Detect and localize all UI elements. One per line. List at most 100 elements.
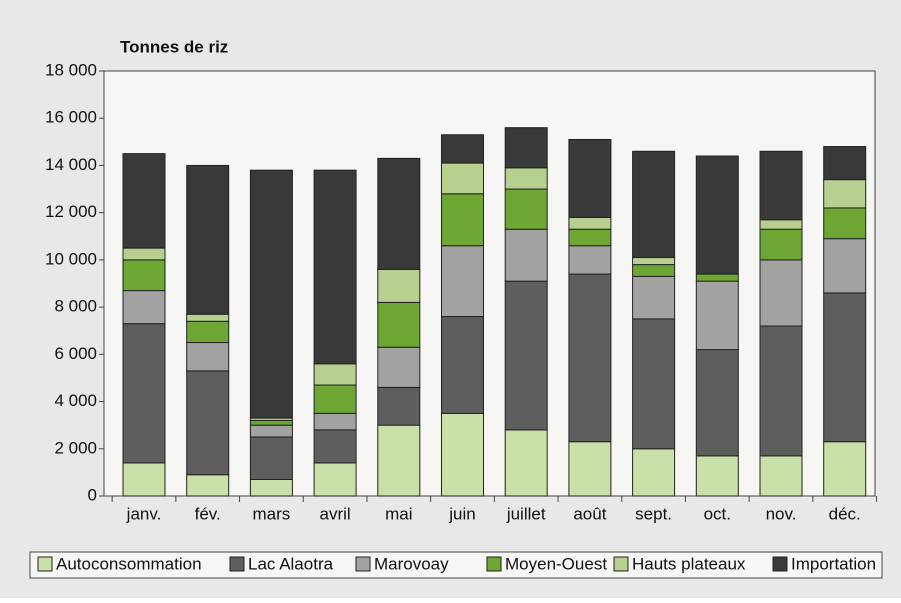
bar-segment (249, 169, 293, 419)
bar-segment (759, 455, 803, 497)
chart-title: Tonnes de riz (120, 37, 228, 56)
bar-segment (249, 478, 293, 497)
legend-label: Autoconsommation (56, 554, 202, 573)
x-tick-label: janv. (126, 504, 162, 523)
bar-segment (568, 228, 612, 247)
x-tick-label: nov. (766, 504, 797, 523)
bar-segment (377, 386, 421, 426)
bar-segment (632, 264, 676, 277)
legend-swatch (229, 556, 245, 572)
y-tick-label: 18 000 (45, 60, 97, 79)
bar-segment (632, 448, 676, 497)
legend-label: Importation (791, 554, 876, 573)
bar-segment (249, 424, 293, 438)
bar-segment (568, 245, 612, 275)
bar-segment (568, 216, 612, 230)
bar-segment (823, 179, 867, 209)
plot-area (103, 70, 876, 497)
x-tick-label: avril (320, 504, 351, 523)
bar-segment (759, 150, 803, 221)
bar-segment (313, 429, 357, 464)
legend-swatch (772, 556, 788, 572)
legend (29, 551, 883, 579)
bar-segment (186, 474, 230, 497)
bar-segment (186, 320, 230, 344)
bar-segment (377, 424, 421, 497)
bar-segment (759, 228, 803, 261)
bar-segment (823, 207, 867, 240)
x-tick-label: août (573, 504, 606, 523)
x-tick-label: juillet (506, 504, 546, 523)
bar-segment (122, 290, 166, 325)
bar-segment (695, 280, 739, 351)
bar-segment (695, 455, 739, 497)
bar-segment (504, 228, 548, 282)
bar-segment (504, 188, 548, 230)
bar-segment (441, 316, 484, 414)
y-tick-label: 2 000 (54, 438, 97, 457)
bar-segment (823, 441, 867, 497)
bar-segment (377, 268, 421, 303)
bar-segment (441, 134, 484, 164)
bar-segment (122, 462, 166, 497)
bar-segment (186, 313, 230, 322)
bar-segment (249, 419, 293, 426)
bar-segment (759, 259, 803, 327)
bar-segment (568, 138, 612, 218)
bar-segment (313, 169, 357, 365)
bar-segment (632, 275, 676, 320)
bar-segment (313, 363, 357, 386)
y-tick-label: 0 (88, 485, 97, 504)
x-tick-label: fév. (195, 504, 221, 523)
bar-segment (186, 164, 230, 315)
legend-label: Hauts plateaux (632, 554, 746, 573)
bar-segment (122, 259, 166, 292)
y-tick-label: 4 000 (54, 391, 97, 410)
legend-swatch (613, 556, 629, 572)
bar-segment (695, 273, 739, 282)
x-tick-label: déc. (829, 504, 861, 523)
bar-segment (568, 441, 612, 497)
bar-segment (186, 342, 230, 372)
x-tick-label: mai (385, 504, 412, 523)
bar-segment (377, 346, 421, 388)
bar-segment (632, 150, 676, 259)
bar-segment (122, 247, 166, 261)
legend-swatch (486, 556, 502, 572)
legend-swatch (355, 556, 371, 572)
bar-segment (122, 323, 166, 464)
legend-label: Moyen-Ouest (505, 554, 607, 573)
x-tick-label: sept. (635, 504, 672, 523)
y-tick-label: 14 000 (45, 155, 97, 174)
legend-swatch (37, 556, 53, 572)
bar-segment (313, 412, 357, 431)
y-tick-label: 6 000 (54, 344, 97, 363)
bar-segment (504, 429, 548, 497)
y-tick-label: 12 000 (45, 202, 97, 221)
bar-segment (504, 127, 548, 169)
bar-segment (568, 273, 612, 443)
bar-segment (313, 384, 357, 414)
bar-segment (504, 167, 548, 190)
y-tick-label: 16 000 (45, 108, 97, 127)
bar-segment (695, 155, 739, 275)
bar-segment (186, 370, 230, 476)
legend-label: Marovoay (374, 554, 449, 573)
bar-segment (759, 325, 803, 457)
bar-segment (759, 219, 803, 230)
bar-segment (632, 318, 676, 450)
bar-segment (313, 462, 357, 497)
bar-segment (823, 238, 867, 294)
bar-segment (377, 301, 421, 348)
bar-segment (122, 153, 166, 249)
bar-segment (441, 245, 484, 318)
bar-segment (632, 257, 676, 266)
legend-label: Lac Alaotra (248, 554, 334, 573)
y-tick-label: 10 000 (45, 249, 97, 268)
bar-segment (377, 157, 421, 270)
bar-segment (441, 162, 484, 195)
bar-segment (249, 436, 293, 480)
bar-segment (823, 292, 867, 443)
bar-segment (441, 193, 484, 247)
